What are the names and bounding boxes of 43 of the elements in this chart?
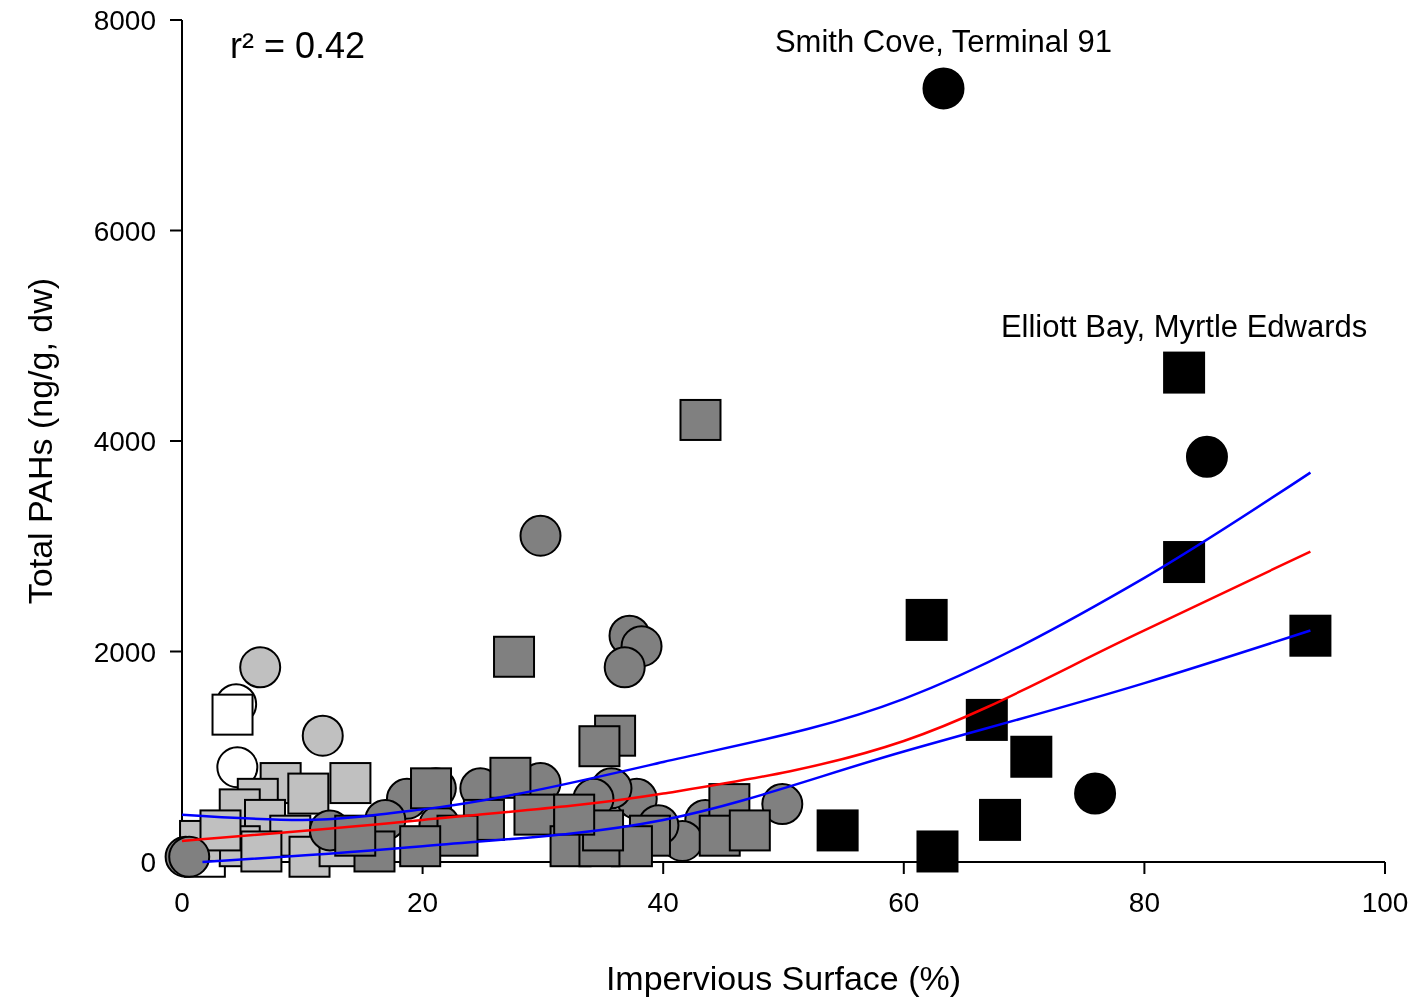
line-series (180, 550, 1312, 843)
point (489, 756, 532, 799)
point (679, 398, 722, 441)
x-axis-title: Impervious Surface (%) (605, 959, 962, 997)
annotation: Smith Cove, Terminal 91 (774, 24, 1113, 60)
point (979, 798, 1022, 841)
point (329, 762, 372, 805)
point (1163, 351, 1206, 394)
point (519, 514, 562, 557)
annotation: r² = 0.42 (230, 25, 366, 66)
point (1289, 614, 1332, 657)
point (211, 693, 254, 736)
annotation: Elliott Bay, Myrtle Edwards (1000, 308, 1368, 344)
point (1074, 772, 1117, 815)
point (905, 598, 948, 641)
y-tick-label: 4000 (93, 426, 156, 457)
line-series (201, 629, 1312, 864)
point (916, 830, 959, 873)
point (603, 646, 646, 689)
y-tick-label: 8000 (93, 5, 156, 36)
x-tick-label: 80 (1128, 887, 1160, 918)
point (239, 646, 282, 689)
point (578, 725, 621, 768)
point (287, 772, 330, 815)
point (1010, 735, 1053, 778)
point (399, 825, 442, 868)
y-tick-label: 2000 (93, 636, 156, 668)
x-tick-label: 0 (174, 887, 190, 918)
point (1185, 435, 1228, 478)
x-tick-label: 60 (888, 887, 920, 918)
line-series (180, 471, 1312, 822)
y-tick-label: 0 (140, 847, 156, 878)
point (728, 809, 771, 852)
x-tick-label: 40 (647, 887, 679, 918)
x-tick-label: 20 (407, 887, 439, 918)
point (493, 635, 536, 678)
x-tick-label: 100 (1361, 887, 1409, 918)
y-axis-title: Total PAHs (ng/g, dw) (21, 277, 59, 605)
y-tick-label: 6000 (93, 215, 156, 247)
point (922, 67, 965, 110)
point (1163, 541, 1206, 584)
point (301, 714, 344, 757)
point (816, 809, 859, 852)
